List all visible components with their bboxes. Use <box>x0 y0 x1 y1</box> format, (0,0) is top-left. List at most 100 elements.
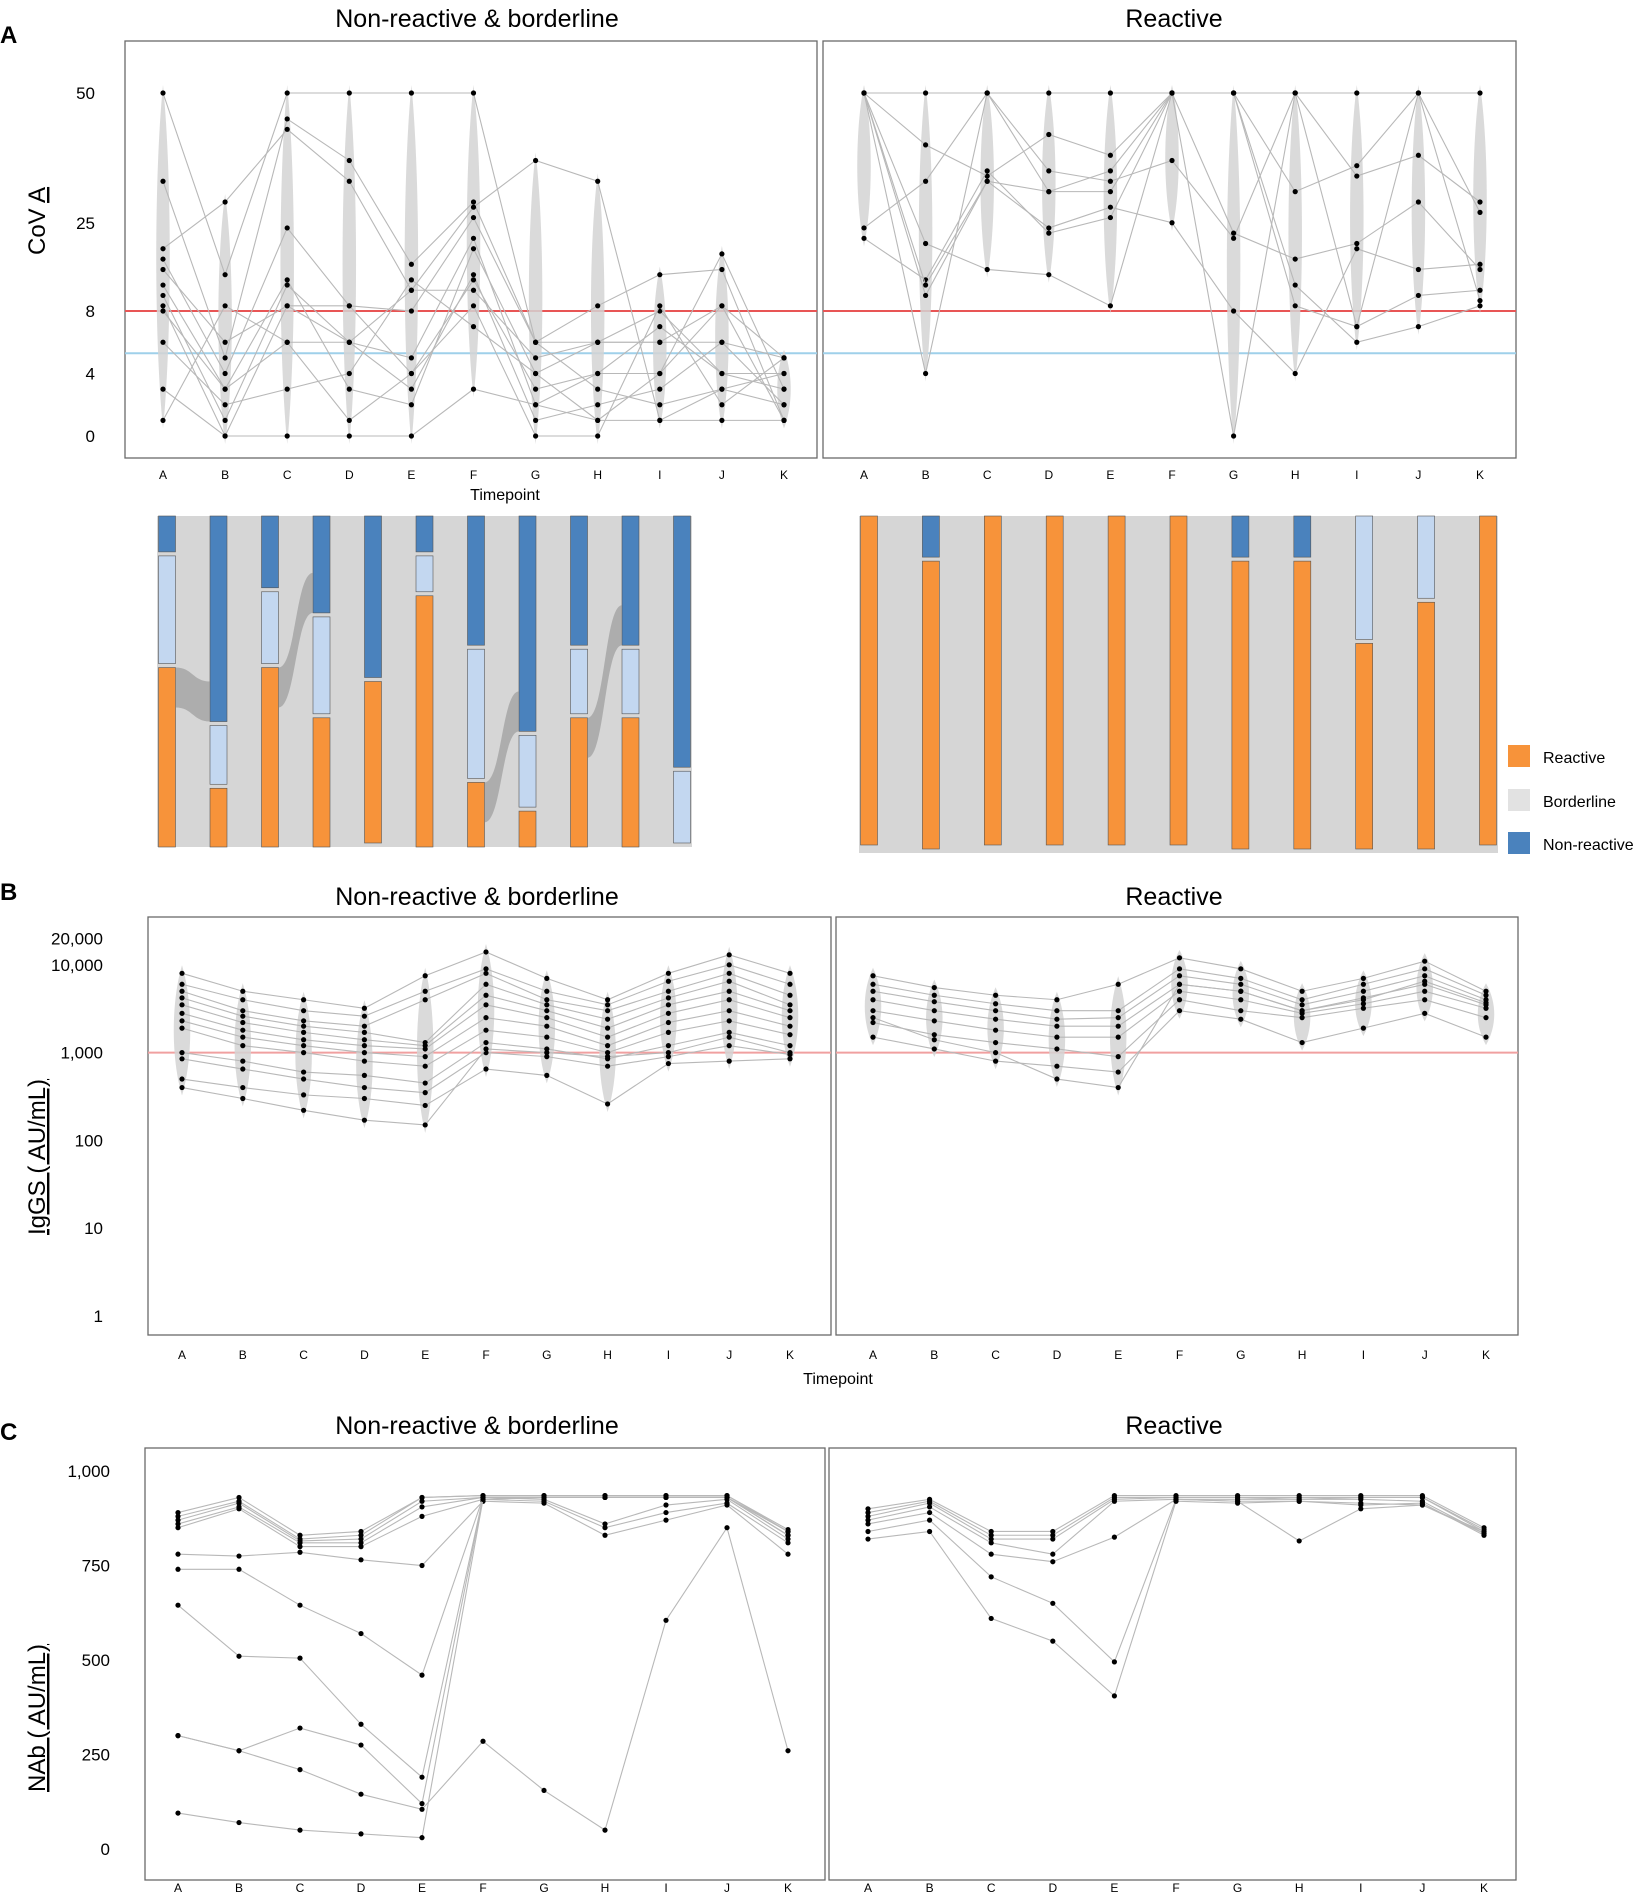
x-tick-label: H <box>1295 1881 1304 1895</box>
data-point <box>175 1513 181 1519</box>
data-point <box>179 1056 185 1062</box>
data-point <box>419 1801 425 1807</box>
data-point <box>301 997 307 1003</box>
frame-c-right <box>828 1447 1517 1881</box>
x-tick-label: D <box>1053 1348 1062 1362</box>
alluvial-bar-borderline <box>467 648 485 779</box>
data-point <box>544 1023 550 1029</box>
alluvial-bar-reactive <box>312 717 331 848</box>
alluvial-bar-reactive <box>467 782 485 848</box>
data-point <box>1483 1005 1489 1011</box>
data-point <box>665 1043 672 1049</box>
data-point <box>785 1540 791 1546</box>
x-tick-label: A <box>174 1881 182 1895</box>
data-point <box>870 997 876 1003</box>
data-point <box>297 1827 303 1833</box>
data-point <box>470 324 477 330</box>
data-point <box>1111 1498 1117 1504</box>
data-point <box>1299 1039 1305 1046</box>
data-point <box>483 1046 489 1052</box>
data-point <box>160 292 166 299</box>
alluvial-flow <box>484 691 519 823</box>
data-point <box>1050 1536 1056 1542</box>
data-point <box>927 1500 933 1506</box>
data-point <box>1358 1506 1364 1512</box>
data-point <box>419 1672 425 1678</box>
x-tick-label: K <box>786 1348 794 1362</box>
data-point <box>719 386 725 392</box>
data-point <box>988 1551 994 1557</box>
alluvial-bar-reactive <box>1479 515 1497 846</box>
data-point <box>284 433 290 439</box>
data-point <box>544 1008 550 1014</box>
data-point <box>1299 1008 1305 1014</box>
panel-label-b: B <box>0 879 17 906</box>
data-point <box>1176 973 1183 979</box>
data-point <box>470 214 477 221</box>
data-point <box>361 1043 367 1049</box>
data-point <box>1238 1016 1244 1022</box>
data-point <box>865 1528 871 1535</box>
data-point <box>993 1008 999 1014</box>
x-tick-label: I <box>1362 1348 1365 1362</box>
data-point <box>605 1034 611 1040</box>
data-point <box>1238 997 1244 1003</box>
alluvial-flow <box>278 572 313 708</box>
alluvial-bar-reactive <box>1107 515 1126 846</box>
series-line-nonreactive <box>177 1496 789 1839</box>
data-point <box>419 1498 425 1504</box>
data-point <box>1115 1034 1121 1040</box>
legend-label-nonreactive: Non-reactive <box>1543 837 1634 854</box>
x-tick-label: H <box>593 468 602 482</box>
alluvial-bar-borderline <box>415 555 434 593</box>
data-point <box>1231 230 1237 236</box>
data-point <box>179 995 185 1001</box>
y-tick-label: 4 <box>86 365 95 384</box>
data-point <box>665 1050 672 1056</box>
data-point <box>297 1532 303 1538</box>
data-point <box>358 1540 364 1546</box>
data-point <box>361 1037 367 1043</box>
data-point <box>179 970 185 976</box>
data-point <box>160 256 166 262</box>
data-point <box>993 1050 999 1056</box>
violin-reactive <box>864 967 882 1046</box>
x-tick-label: C <box>283 468 292 482</box>
data-point <box>787 970 793 976</box>
data-point <box>923 240 929 247</box>
data-point <box>1360 988 1366 994</box>
data-point <box>602 1525 608 1531</box>
legend-swatch-nonreactive <box>1508 832 1530 854</box>
data-point <box>602 1827 608 1833</box>
data-point <box>284 386 290 392</box>
x-tick-label: F <box>482 1348 489 1362</box>
data-point <box>605 1025 611 1031</box>
data-point <box>923 370 929 377</box>
data-point <box>1231 235 1237 241</box>
data-point <box>470 90 477 96</box>
x-tick-label: C <box>983 468 992 482</box>
data-point <box>301 1050 307 1056</box>
data-point <box>240 988 246 994</box>
data-point <box>931 999 937 1005</box>
data-point <box>1354 240 1360 247</box>
x-tick-label: E <box>1110 1881 1118 1895</box>
data-point <box>787 981 793 987</box>
data-point <box>861 225 867 231</box>
data-point <box>1422 978 1428 984</box>
data-point <box>284 225 290 231</box>
alluvial-bar-borderline <box>1417 515 1435 599</box>
data-point <box>483 949 489 955</box>
data-point <box>422 1122 428 1128</box>
data-point <box>781 386 787 392</box>
data-point <box>422 988 428 994</box>
data-point <box>657 386 663 392</box>
x-tick-label: D <box>357 1881 366 1895</box>
alluvial-bar-reactive <box>209 787 228 848</box>
data-point <box>1176 997 1183 1003</box>
data-point <box>358 1721 364 1727</box>
data-point <box>923 90 929 96</box>
data-point <box>301 1037 307 1043</box>
data-point <box>1231 433 1237 439</box>
